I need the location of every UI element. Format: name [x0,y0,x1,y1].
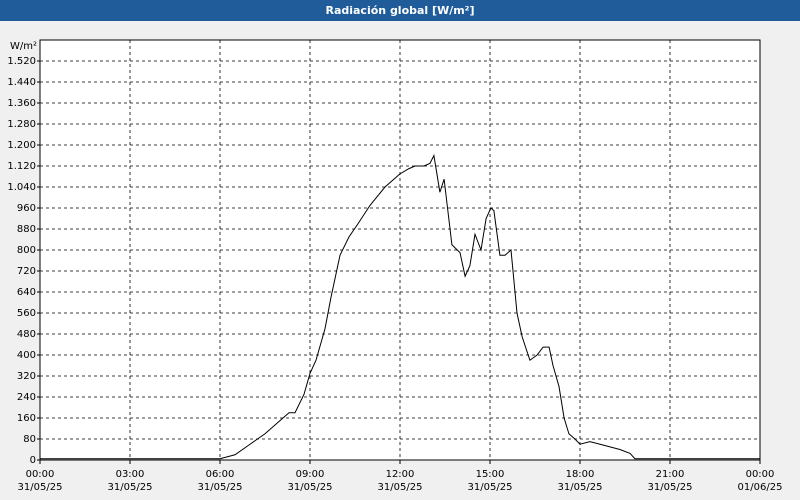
y-tick-label: 400 [17,350,36,361]
y-tick-label: 0 [30,455,36,466]
y-tick-label: 320 [17,371,36,382]
y-tick-label: 800 [17,245,36,256]
y-tick-label: 640 [17,287,36,298]
y-tick-label: 1.040 [7,182,36,193]
x-tick-label: 03:00 31/05/25 [107,469,153,493]
x-tick-label: 21:00 31/05/25 [647,469,693,493]
y-tick-label: 1.440 [7,77,36,88]
y-tick-label: 880 [17,224,36,235]
y-tick-label: 1.520 [7,56,36,67]
y-tick-label: 960 [17,203,36,214]
y-tick-label: 1.360 [7,98,36,109]
y-tick-label: 720 [17,266,36,277]
x-tick-label: 00:00 01/06/25 [737,469,783,493]
chart-title: Radiación global [W/m²] [0,0,800,21]
y-tick-label: 80 [23,434,36,445]
y-axis-label: W/m² [10,41,37,52]
x-tick-label: 06:00 31/05/25 [197,469,243,493]
x-tick-label: 12:00 31/05/25 [377,469,423,493]
y-tick-label: 1.120 [7,161,36,172]
x-tick-label: 15:00 31/05/25 [467,469,513,493]
y-tick-label: 240 [17,392,36,403]
y-tick-label: 160 [17,413,36,424]
y-tick-label: 1.200 [7,140,36,151]
data-line [40,153,760,460]
x-tick-label: 09:00 31/05/25 [287,469,333,493]
y-tick-label: 480 [17,329,36,340]
x-tick-label: 00:00 31/05/25 [17,469,63,493]
y-tick-label: 1.280 [7,119,36,130]
y-tick-label: 560 [17,308,36,319]
x-tick-label: 18:00 31/05/25 [557,469,603,493]
